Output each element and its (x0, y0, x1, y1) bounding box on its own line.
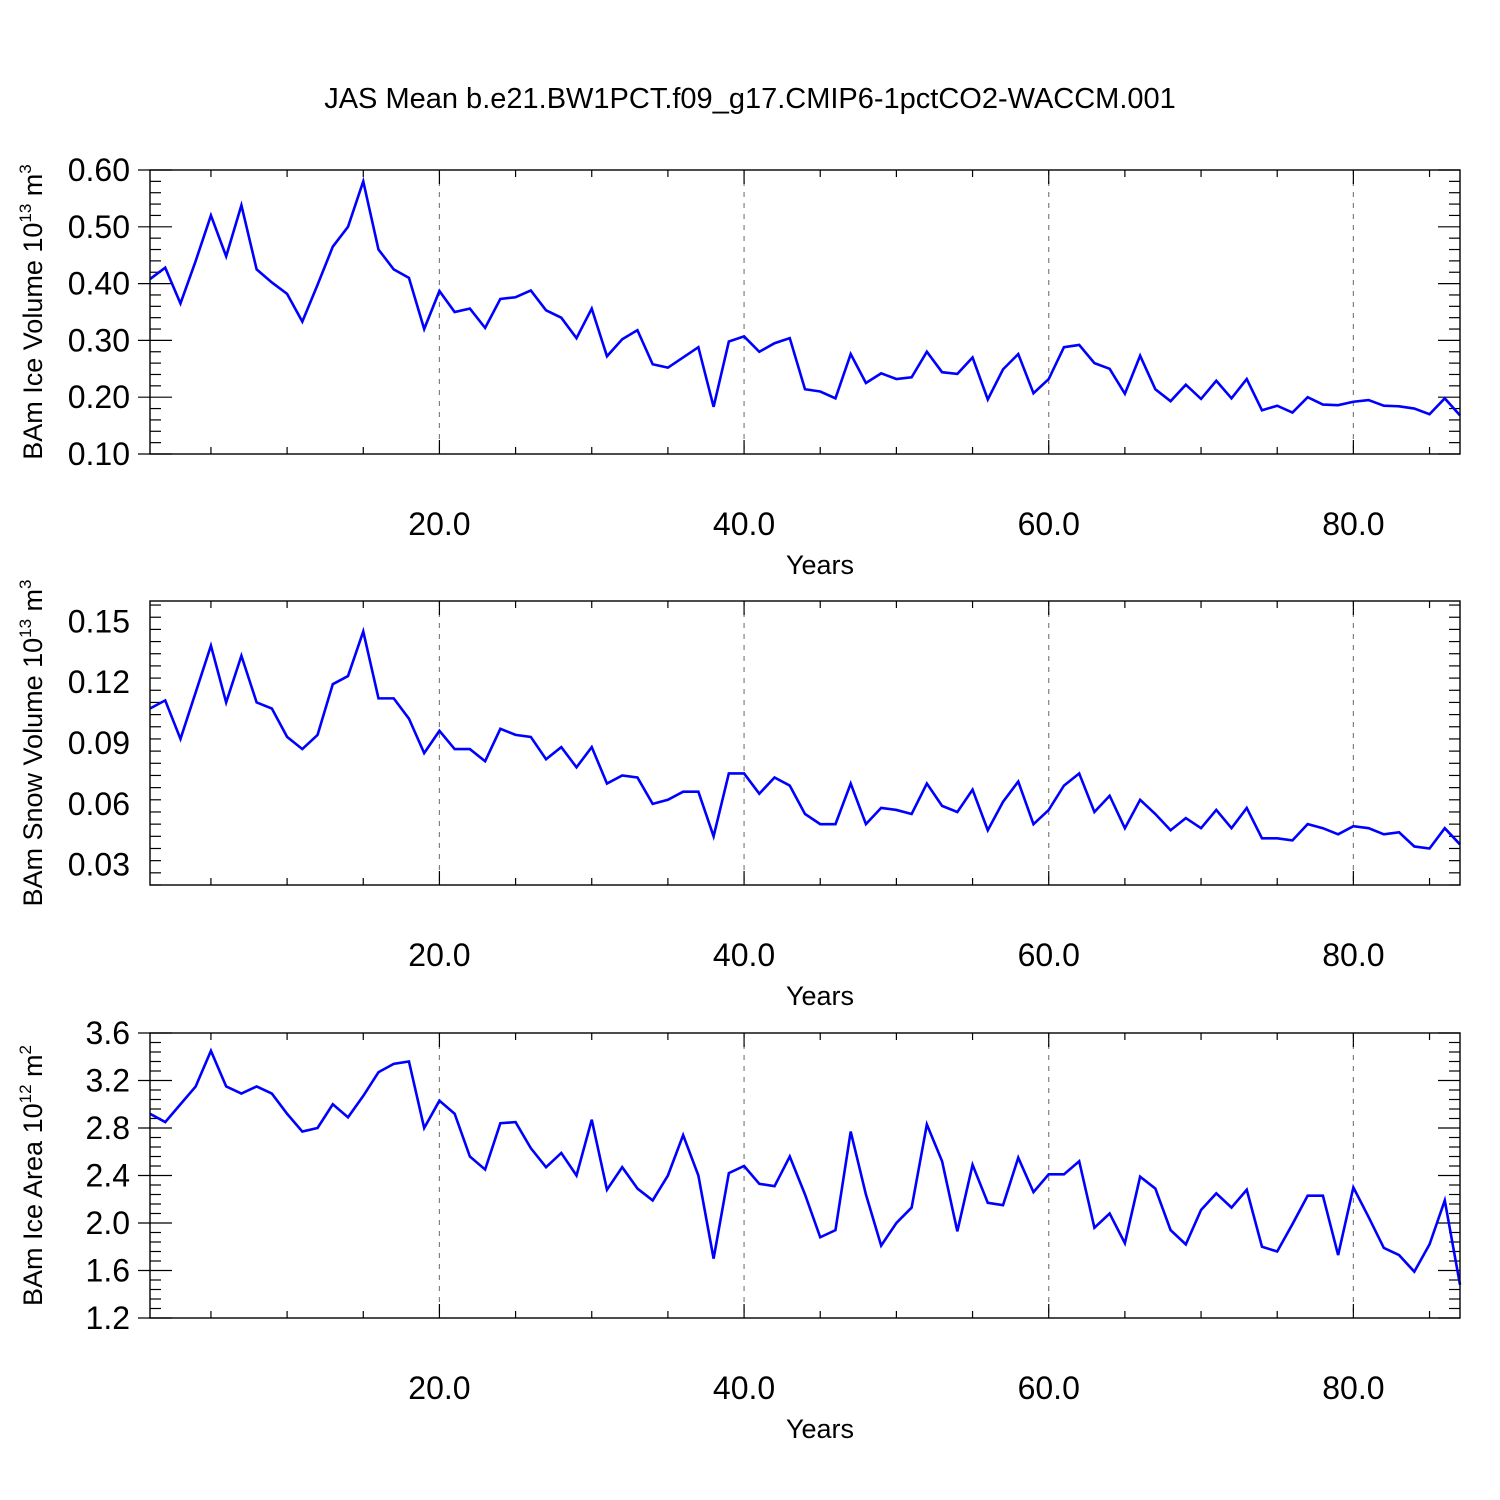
x-axis-label: Years (786, 1414, 854, 1444)
x-tick-label: 40.0 (713, 1370, 775, 1406)
x-axis-label: Years (786, 981, 854, 1011)
x-tick-label: 20.0 (408, 1370, 470, 1406)
y-tick-label: 2.0 (86, 1205, 130, 1241)
y-tick-label: 0.40 (68, 266, 130, 302)
y-axis-label: BAm Ice Area 1012 m2 (16, 1045, 48, 1306)
y-tick-label: 0.06 (68, 786, 130, 822)
x-tick-label: 80.0 (1322, 937, 1384, 973)
chart-title: JAS Mean b.e21.BW1PCT.f09_g17.CMIP6-1pct… (324, 83, 1176, 115)
series-line (149, 626, 1461, 850)
y-tick-label: 1.6 (86, 1253, 130, 1289)
y-tick-label: 0.10 (68, 436, 130, 472)
y-tick-label: 3.2 (86, 1063, 130, 1099)
plot-frame (149, 1032, 1461, 1319)
y-tick-label: 0.12 (68, 664, 130, 700)
plot-frame (149, 169, 1461, 455)
y-tick-label: 0.03 (68, 847, 130, 883)
series-line (149, 176, 1461, 417)
panel-2: 0.03 0.06 0.09 0.12 0.15 20.0 40.0 60.0 80.0 Year… (16, 579, 1461, 1011)
y-tick-label: 0.09 (68, 725, 130, 761)
y-tick-label: 1.2 (86, 1300, 130, 1336)
x-tick-label: 20.0 (408, 937, 470, 973)
y-tick-label: 2.8 (86, 1110, 130, 1146)
x-tick-label: 60.0 (1018, 1370, 1080, 1406)
panel-3: 1.2 1.6 2.0 2.4 2.8 3.2 3.6 20.0 40.0 60.0 80.0 Yea… (16, 1015, 1462, 1444)
x-tick-label: 60.0 (1018, 937, 1080, 973)
y-tick-label: 0.50 (68, 209, 130, 245)
y-axis-label: BAm Ice Volume 1013 m3 (16, 164, 48, 460)
plot-frame (149, 600, 1461, 886)
x-tick-label: 60.0 (1018, 506, 1080, 542)
x-tick-label: 80.0 (1322, 506, 1384, 542)
y-tick-label: 0.15 (68, 603, 130, 639)
y-tick-label: 2.4 (86, 1158, 130, 1194)
y-axis-label: BAm Snow Volume 1013 m3 (16, 579, 48, 906)
y-tick-label: 3.6 (86, 1015, 130, 1051)
x-tick-label: 80.0 (1322, 1370, 1384, 1406)
series-line (149, 1047, 1462, 1285)
panel-1: 0.10 0.20 0.30 0.40 0.50 0.60 20.0 40.0 60.0 80.0… (16, 152, 1461, 580)
y-tick-label: 0.20 (68, 379, 130, 415)
x-tick-label: 20.0 (408, 506, 470, 542)
x-tick-label: 40.0 (713, 937, 775, 973)
y-tick-label: 0.30 (68, 322, 130, 358)
x-tick-label: 40.0 (713, 506, 775, 542)
y-tick-label: 0.60 (68, 152, 130, 188)
x-axis-label: Years (786, 550, 854, 580)
